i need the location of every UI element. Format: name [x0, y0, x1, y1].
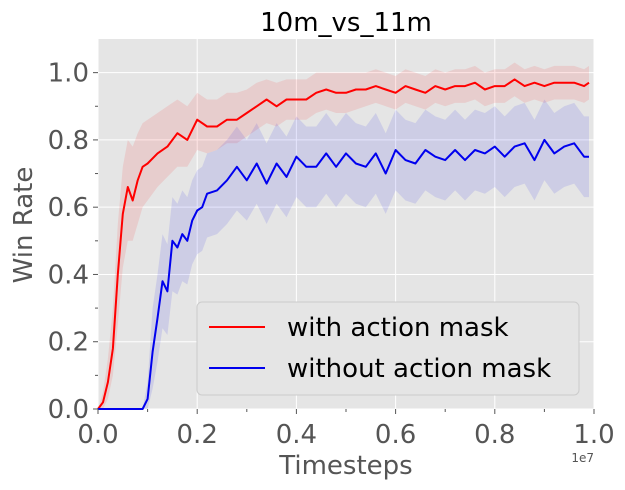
- legend-box: [196, 301, 580, 396]
- x-axis-label: Timesteps: [278, 451, 412, 481]
- x-axis-ticks: 0.0 0.2 0.4 0.6 0.8 1.0: [77, 409, 615, 450]
- x-tick-label: 0.4: [276, 420, 317, 450]
- y-tick-label: 0.4: [48, 260, 89, 290]
- line-without-action-mask: [98, 138, 589, 410]
- x-tick-label: 0.0: [77, 420, 118, 450]
- confidence-bands: [98, 62, 589, 409]
- y-axis-label: Win Rate: [9, 167, 39, 284]
- x-tick-label: 0.8: [474, 420, 515, 450]
- x-tick-label: 0.6: [375, 420, 416, 450]
- y-tick-label: 0.0: [48, 395, 89, 425]
- legend-label-without-action-mask: without action mask: [287, 354, 551, 384]
- band-with-action-mask: [98, 62, 589, 409]
- chart-title: 10m_vs_11m: [260, 8, 432, 38]
- line-with-action-mask: [97, 78, 590, 410]
- grid: [97, 39, 595, 410]
- y-tick-label: 0.6: [48, 193, 89, 223]
- legend: with action mask without action mask: [196, 301, 580, 396]
- y-tick-label: 0.2: [48, 328, 89, 358]
- legend-label-with-action-mask: with action mask: [287, 313, 509, 343]
- x-axis-offset-label: 1e7: [571, 451, 594, 465]
- series-lines: [97, 78, 590, 410]
- x-tick-label: 0.2: [177, 420, 218, 450]
- y-tick-label: 1.0: [48, 59, 89, 89]
- x-tick-label: 1.0: [573, 420, 614, 450]
- band-without-action-mask: [98, 99, 589, 409]
- y-axis-ticks: 0.0 0.2 0.4 0.6 0.8 1.0: [48, 59, 98, 425]
- y-tick-label: 0.8: [48, 126, 89, 156]
